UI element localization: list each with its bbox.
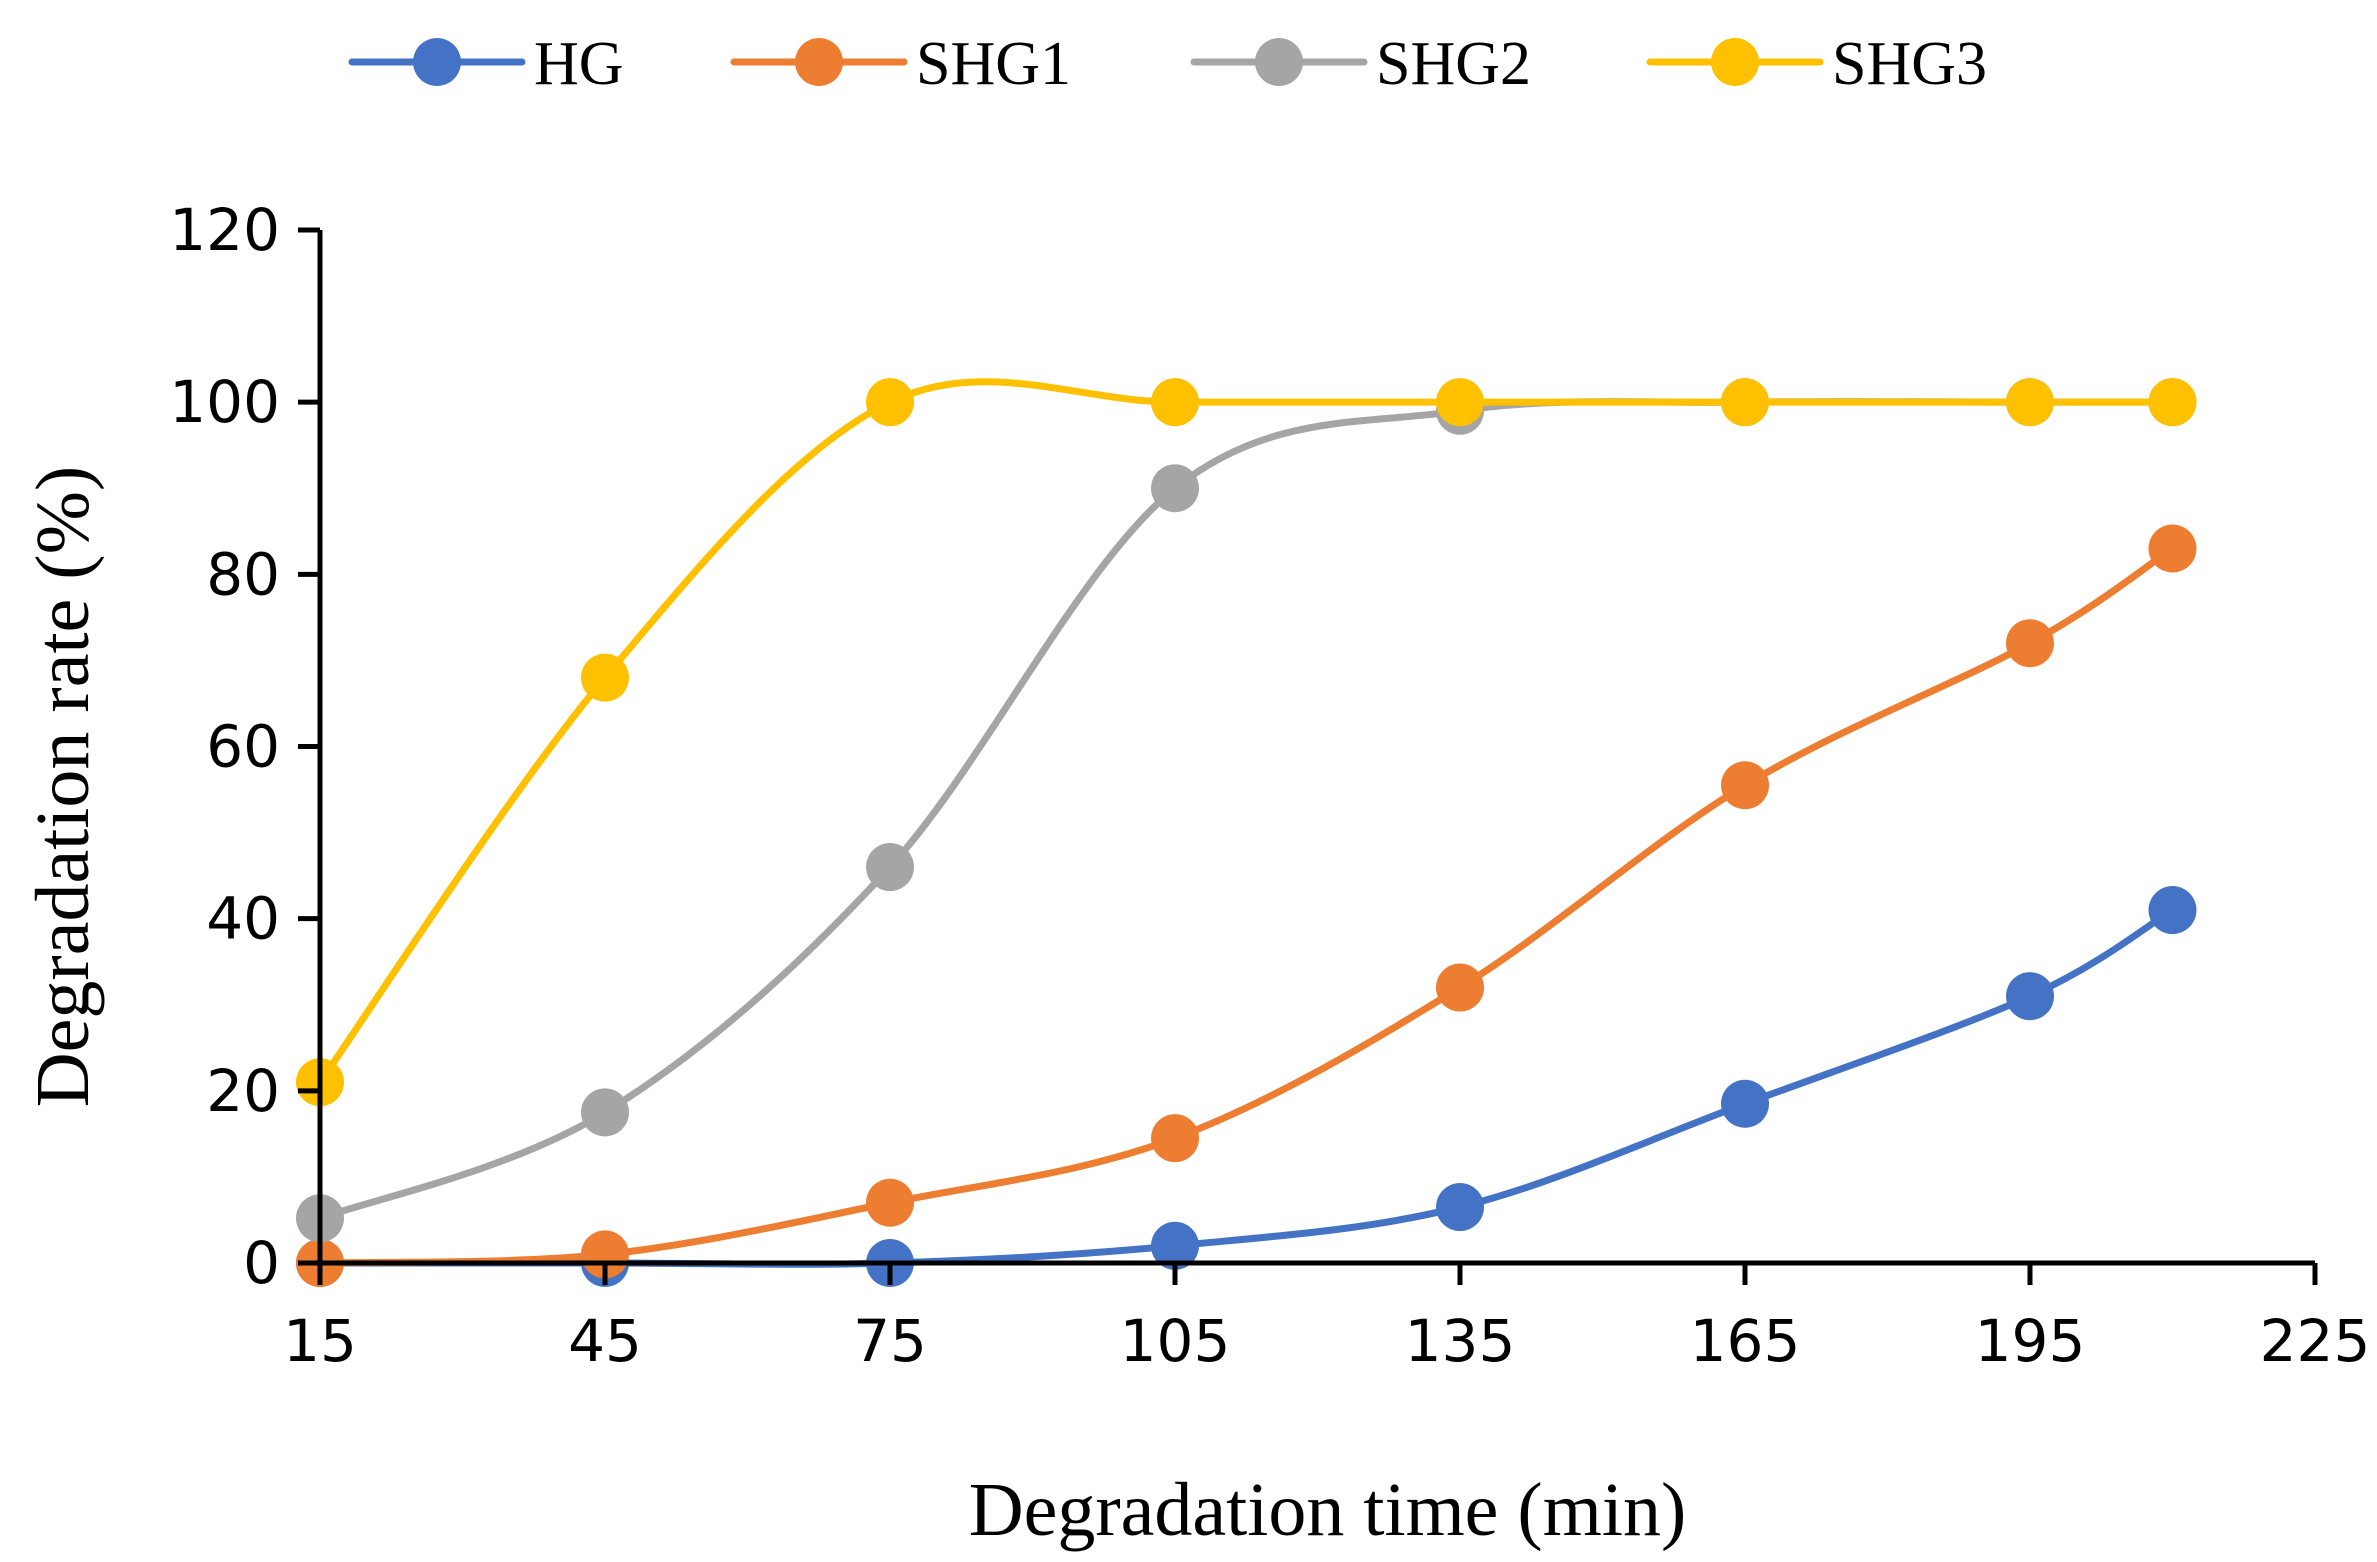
x-tick-label: 195 [1975,1307,2086,1375]
data-point-shg3 [581,653,629,702]
y-tick-label: 60 [206,713,280,781]
legend-label-hg: HG [534,30,624,98]
y-tick-label: 20 [206,1057,280,1125]
legend-item-hg: HG [348,30,624,98]
data-point-hg [1151,1221,1199,1270]
x-tick-label: 45 [568,1307,642,1375]
x-tick-label: 165 [1690,1307,1801,1375]
y-tick-label: 80 [206,540,280,608]
legend-marker-shg1 [795,38,843,86]
data-point-hg [2148,886,2197,935]
series-hg [296,886,2197,1287]
series-line-shg1 [316,545,2176,1267]
data-point-shg2 [866,843,914,892]
data-point-shg3 [2148,378,2197,427]
data-point-hg [1721,1079,1769,1128]
x-tick-label: 135 [1405,1307,1516,1375]
data-point-shg3 [1436,378,1484,427]
x-axis-title: Degradation time (min) [969,1468,1687,1552]
x-tick-label: 225 [2260,1307,2371,1375]
legend-label-shg1: SHG1 [916,30,1071,98]
legend-label-shg3: SHG3 [1832,30,1987,98]
data-point-hg [2006,972,2054,1021]
ticks: 0 20 40 60 80 100 120 15 45 75 105 135 165 195 225 [169,196,2370,1375]
y-axis-title: Degradation rate (%) [21,466,105,1107]
data-point-shg3 [2006,378,2054,427]
series-shg2 [296,378,2197,1243]
data-point-shg1 [1151,1114,1199,1163]
data-point-shg3 [866,378,914,427]
series-line-hg [316,906,2176,1268]
data-point-hg [1436,1183,1484,1232]
series-layer [296,378,2197,1287]
data-point-shg2 [1151,464,1199,513]
data-point-shg3 [1151,378,1199,427]
data-point-shg3 [1721,378,1769,427]
legend-marker-shg3 [1711,38,1759,86]
legend-marker-hg [413,38,461,86]
y-tick-label: 40 [206,885,280,953]
data-point-shg1 [1436,963,1484,1012]
x-tick-label: 105 [1120,1307,1231,1375]
legend-label-shg2: SHG2 [1376,30,1531,98]
data-point-shg2 [581,1088,629,1137]
x-tick-label: 75 [853,1307,927,1375]
series-shg1 [296,524,2197,1287]
legend-item-shg2: SHG2 [1190,30,1531,98]
legend-marker-shg2 [1255,38,1303,86]
legend-item-shg1: SHG1 [730,30,1071,98]
y-tick-label: 120 [169,196,280,264]
series-line-shg3 [316,378,2176,1086]
y-tick-label: 100 [169,368,280,436]
legend: HG SHG1 SHG2 SHG3 [348,30,1987,98]
y-tick-label: 0 [243,1229,280,1297]
data-point-shg1 [581,1230,629,1279]
data-point-shg1 [866,1178,914,1227]
data-point-shg1 [2006,619,2054,668]
legend-item-shg3: SHG3 [1646,30,1987,98]
x-tick-label: 15 [283,1307,357,1375]
data-point-shg1 [2148,524,2197,573]
series-shg3 [296,378,2197,1107]
data-point-shg1 [1721,761,1769,810]
